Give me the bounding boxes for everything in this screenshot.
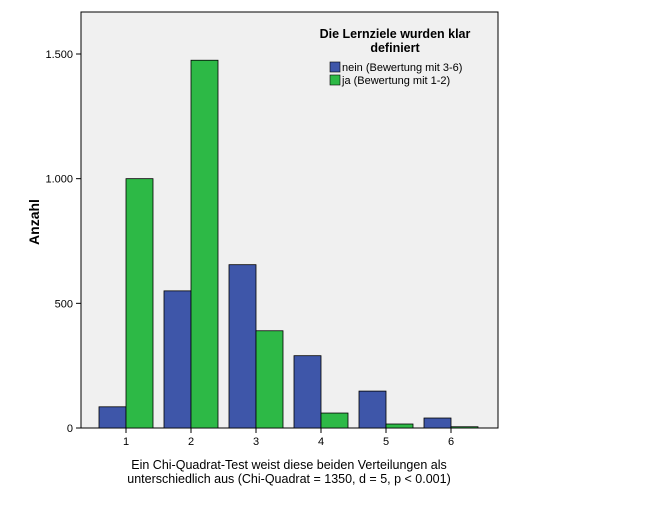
x-tick-label: 3 [253,436,259,448]
y-tick-label: 1.500 [45,49,73,61]
legend-title-line-2: definiert [370,41,420,55]
bar-nein-6 [423,417,452,429]
bar-ja-2 [190,59,219,429]
bar-ja-3 [255,330,284,429]
legend-swatch-nein [329,61,341,73]
x-tick-label: 6 [448,436,454,448]
bar-ja-1 [125,178,154,429]
bars-group [98,59,479,429]
y-tick-label: 1.000 [45,174,73,186]
bar-ja-5 [385,423,414,429]
x-axis-label-line-1: Ein Chi-Quadrat-Test weist diese beiden … [131,458,446,472]
x-tick-label: 1 [123,436,129,448]
y-tick-label: 0 [67,423,73,435]
bar-nein-5 [358,390,387,429]
legend-entry-ja: ja (Bewertung mit 1-2) [341,75,450,87]
legend: Die Lernziele wurden klar definiert nein… [320,27,471,87]
x-axis: 1 2 3 4 5 6 [123,428,454,448]
bar-nein-3 [228,264,257,429]
x-tick-label: 2 [188,436,194,448]
x-tick-label: 4 [318,436,324,448]
legend-swatch-ja [329,74,341,86]
y-axis-label: Anzahl [26,199,42,245]
y-axis: 0 500 1.000 1.500 [45,49,81,435]
x-tick-label: 5 [383,436,389,448]
legend-entry-nein: nein (Bewertung mit 3-6) [342,62,462,74]
bar-nein-4 [293,355,322,429]
bar-nein-2 [163,290,192,429]
legend-title-line-1: Die Lernziele wurden klar [320,27,471,41]
bar-ja-6 [450,426,479,429]
bar-ja-4 [320,412,349,429]
x-axis-label-line-2: unterschiedlich aus (Chi-Quadrat = 1350,… [127,472,450,486]
y-tick-label: 500 [55,298,73,310]
bar-nein-1 [98,406,127,429]
